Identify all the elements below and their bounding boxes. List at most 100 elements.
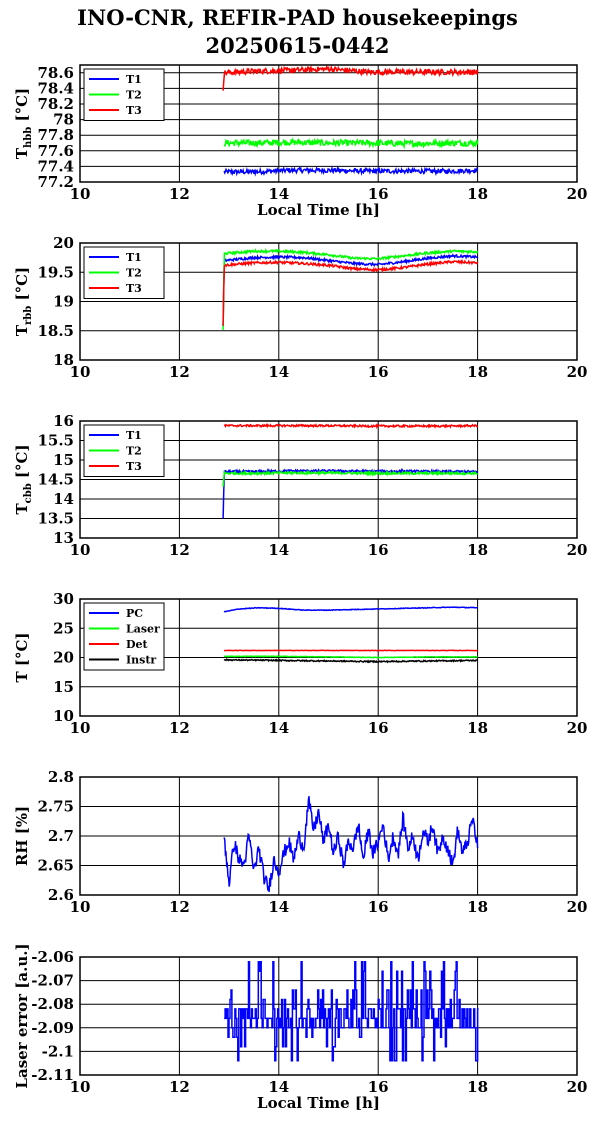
series-line-pc [223,606,478,613]
series-group [223,796,479,893]
x-tick-label: 12 [169,898,190,916]
legend-label: Laser [126,623,160,636]
y-tick-label: 2.8 [48,768,74,786]
legend-label: T3 [126,460,142,473]
y-axis-label: Tcbb [°C] [13,444,34,514]
plot-frame [79,776,578,896]
y-axis-label: RH [%] [13,806,31,866]
x-tick-label: 10 [70,363,91,381]
y-tick-label: 2.7 [48,827,74,845]
y-tick-label: 18.5 [37,322,74,340]
y-tick-label: 13 [53,529,74,547]
series-group [224,960,479,1062]
plot-frame [79,64,578,183]
x-tick-label: 16 [368,363,389,381]
legend-label: T1 [126,429,142,442]
legend-label: Det [126,638,149,651]
x-tick-label: 16 [368,541,389,559]
x-tick-label: 10 [70,185,91,203]
x-tick-label: 14 [268,185,289,203]
legend-label: T2 [126,445,142,458]
plot-frame [79,956,578,1076]
series-line-t1 [222,253,478,326]
x-tick-label: 12 [169,363,190,381]
x-tick-label: 14 [268,1078,289,1096]
y-tick-label: 30 [53,590,74,608]
series-line-t1 [223,165,479,177]
y-tick-label: 15.5 [37,432,74,450]
x-axis-label: Local Time [h] [257,201,380,219]
chart-panel-4: 10 12 14 16 18 20 10 15 20 25 30 T [°C] PC Laser Det In… [13,590,587,737]
y-tick-label: 15 [53,678,74,696]
y-tick-label: 77.4 [37,157,74,175]
y-tick-label: -2.09 [31,1019,74,1037]
x-tick-label: 12 [169,1078,190,1096]
y-tick-label: 78.2 [37,95,74,113]
y-tick-label: 16 [53,412,74,430]
plot-frame [79,598,578,717]
series-line-t1 [222,467,478,519]
legend-label: T2 [126,267,142,280]
x-tick-label: 20 [567,541,588,559]
y-axis-label: Laser error [a.u.] [13,943,31,1088]
y-tick-label: 18 [53,351,74,369]
x-tick-label: 18 [467,541,488,559]
legend-label: T3 [126,104,142,117]
x-tick-label: 10 [70,541,91,559]
y-tick-label: 78.4 [37,79,74,97]
y-tick-label: -2.07 [31,972,74,990]
y-tick-label: -2.08 [31,995,74,1013]
y-tick-label: 20 [53,649,74,667]
x-tick-label: 16 [368,1078,389,1096]
series-line-laser [223,655,478,659]
y-tick-label: 13.5 [37,510,74,528]
x-tick-label: 18 [467,1078,488,1096]
chart-panel-1: 10 12 14 16 18 20 77.277.477.677.87878.278.478… [13,64,587,219]
x-tick-label: 18 [467,185,488,203]
x-tick-label: 10 [70,1078,91,1096]
y-axis-label: T [°C] [13,632,31,682]
y-tick-label: 77.6 [37,142,74,160]
x-tick-label: 10 [70,898,91,916]
x-tick-label: 14 [268,719,289,737]
series-line-t2 [223,137,479,150]
chart-title-line2: 20250615-0442 [205,33,390,58]
y-tick-label: -2.06 [31,948,74,966]
y-tick-label: 77.8 [37,126,74,144]
y-tick-label: -2.1 [42,1042,74,1060]
legend: T1 T2 T3 [83,68,165,121]
y-tick-label: 78.6 [37,64,74,82]
y-tick-label: -2.11 [31,1066,74,1084]
x-tick-label: 20 [567,898,588,916]
x-tick-label: 16 [368,719,389,737]
y-tick-label: 2.6 [48,886,74,904]
x-tick-label: 18 [467,363,488,381]
x-tick-label: 20 [567,363,588,381]
legend-label: T3 [126,282,142,295]
chart-panel-5: 10 12 14 16 18 20 2.6 2.65 2.7 2.75 2.8 RH [%] [13,768,587,916]
y-tick-label: 20 [53,234,74,252]
y-tick-label: 2.75 [37,798,74,816]
y-tick-label: 2.65 [37,857,74,875]
x-axis-label: Local Time [h] [257,1094,380,1112]
y-axis-label: Trbb [°C] [13,267,34,336]
legend-label: T1 [126,73,142,86]
x-tick-label: 12 [169,719,190,737]
series-group [222,64,479,177]
y-tick-label: 25 [53,619,74,637]
x-tick-label: 14 [268,541,289,559]
series-line-instr [223,658,478,664]
y-tick-label: 78 [53,111,74,129]
series-group [222,247,479,331]
series-line-data [223,796,479,893]
legend: PC Laser Det Instr [83,602,165,671]
plot-frame [79,242,578,361]
series-line-t3 [222,64,479,91]
y-tick-label: 77.2 [37,173,74,191]
legend: T1 T2 T3 [83,246,165,299]
legend-label: Instr [126,654,156,667]
x-tick-label: 10 [70,719,91,737]
x-tick-label: 20 [567,185,588,203]
